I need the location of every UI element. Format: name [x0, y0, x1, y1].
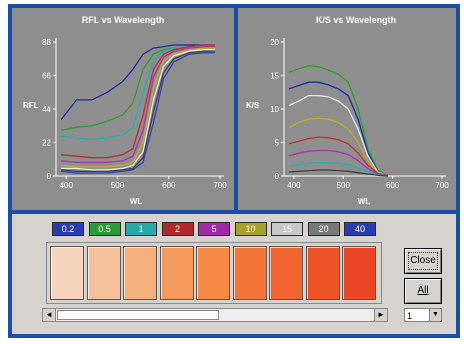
ks-y-tick-label: 15	[270, 72, 279, 81]
concentration-chip: 40	[344, 222, 376, 236]
ks-x-tick-label: 600	[386, 181, 400, 190]
control-panel: 0.2 0.5 1 2 5 10 15 20 40 ◄ ► Close All 1 ▼	[12, 214, 456, 334]
rfl-x-axis-label: WL	[130, 197, 143, 206]
color-swatch[interactable]	[305, 246, 340, 300]
ks-series-line-8	[288, 169, 388, 177]
rfl-series-line-3	[61, 44, 215, 141]
close-button[interactable]: Close	[404, 248, 442, 274]
rfl-series-line-1	[60, 44, 215, 121]
ks-series-line-1	[288, 64, 388, 176]
rfl-y-axis-label: RFL	[23, 101, 39, 110]
concentration-chip: 15	[271, 222, 303, 236]
concentration-chip: 20	[307, 222, 340, 236]
ks-series-line-5	[288, 136, 388, 176]
scroll-right-button[interactable]: ►	[374, 309, 387, 321]
swatch-scrollbar[interactable]: ◄ ►	[42, 308, 388, 322]
ks-chart-title: K/S vs Wavelength	[316, 15, 396, 25]
rfl-chart-title: RFL vs Wavelength	[82, 15, 165, 25]
ks-series-line-2	[288, 81, 388, 176]
color-swatch[interactable]	[196, 246, 230, 300]
scrollbar-thumb[interactable]	[57, 310, 219, 320]
color-swatch[interactable]	[86, 246, 121, 300]
rfl-x-tick-label: 600	[162, 181, 176, 190]
rfl-y-tick-label: 0	[47, 172, 52, 181]
rfl-x-tick-label: 500	[111, 181, 125, 190]
rfl-series-line-7	[61, 48, 215, 171]
rfl-series-line-6	[61, 47, 215, 168]
rfl-series-line-5	[61, 45, 215, 163]
ks-x-tick-label: 500	[337, 181, 351, 190]
ks-y-tick-label: 10	[270, 105, 279, 114]
color-swatch[interactable]	[159, 246, 194, 300]
rfl-series-line-8	[61, 50, 215, 173]
ks-x-axis-label: WL	[358, 197, 371, 206]
color-swatch[interactable]	[123, 246, 157, 300]
color-swatch[interactable]	[232, 246, 267, 300]
ks-series-line-3	[288, 94, 388, 176]
rfl-series-line-2	[60, 44, 215, 131]
ks-y-tick-label: 0	[275, 172, 280, 181]
window-frame: RFL vs Wavelength RFL WL 0 22 44 66 88 400 500…	[8, 4, 460, 338]
concentration-chip: 10	[234, 222, 267, 236]
rfl-x-tick-label: 700	[213, 181, 227, 190]
rfl-series-line-9	[61, 52, 215, 174]
zoom-value: 1	[407, 311, 413, 321]
rfl-y-tick-label: 22	[42, 139, 51, 148]
ks-y-tick-label: 20	[270, 38, 279, 47]
ks-series-line-6	[288, 149, 388, 177]
color-swatch[interactable]	[342, 246, 376, 300]
ks-y-tick-label: 5	[275, 139, 280, 148]
ks-y-axis-label: K/S	[246, 101, 260, 110]
ks-x-tick-label: 400	[287, 181, 301, 190]
concentration-chip: 5	[198, 222, 230, 236]
concentration-chip: 0.2	[52, 222, 84, 236]
dropdown-arrow-icon[interactable]: ▼	[429, 309, 441, 321]
rfl-chart: RFL vs Wavelength RFL WL 0 22 44 66 88 400 500…	[23, 15, 227, 206]
rfl-y-tick-label: 88	[42, 38, 51, 47]
rfl-series-line-4	[61, 44, 215, 159]
all-button[interactable]: All	[404, 278, 442, 304]
concentration-chip: 1	[125, 222, 157, 236]
color-swatch[interactable]	[50, 246, 84, 300]
ks-series-line-4	[288, 117, 388, 176]
ks-chart-panel: K/S vs Wavelength K/S WL 0 5 10 15 20 400 500 6…	[238, 8, 456, 210]
ks-series-line-7	[288, 161, 388, 177]
rfl-x-tick-label: 400	[60, 181, 74, 190]
ks-chart: K/S vs Wavelength K/S WL 0 5 10 15 20 400 500 6…	[246, 15, 449, 206]
color-swatch[interactable]	[269, 246, 303, 300]
scroll-left-button[interactable]: ◄	[43, 309, 56, 321]
rfl-y-tick-label: 44	[42, 105, 51, 114]
concentration-chip: 0.5	[88, 222, 121, 236]
rfl-chart-panel: RFL vs Wavelength RFL WL 0 22 44 66 88 400 500…	[12, 8, 234, 210]
rfl-y-tick-label: 66	[42, 72, 51, 81]
ks-x-tick-label: 700	[435, 181, 449, 190]
concentration-chip: 2	[161, 222, 194, 236]
zoom-select[interactable]: 1 ▼	[404, 308, 442, 322]
